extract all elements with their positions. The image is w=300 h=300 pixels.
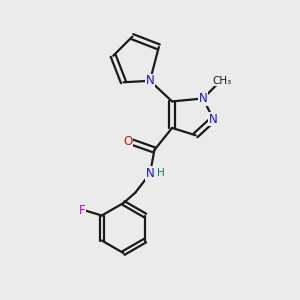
Text: N: N bbox=[199, 92, 207, 105]
Text: H: H bbox=[157, 168, 165, 178]
Text: N: N bbox=[209, 112, 218, 126]
Text: F: F bbox=[79, 204, 85, 217]
Text: N: N bbox=[146, 167, 154, 180]
Text: N: N bbox=[146, 74, 154, 87]
Text: CH₃: CH₃ bbox=[212, 76, 232, 86]
Text: O: O bbox=[123, 135, 133, 148]
